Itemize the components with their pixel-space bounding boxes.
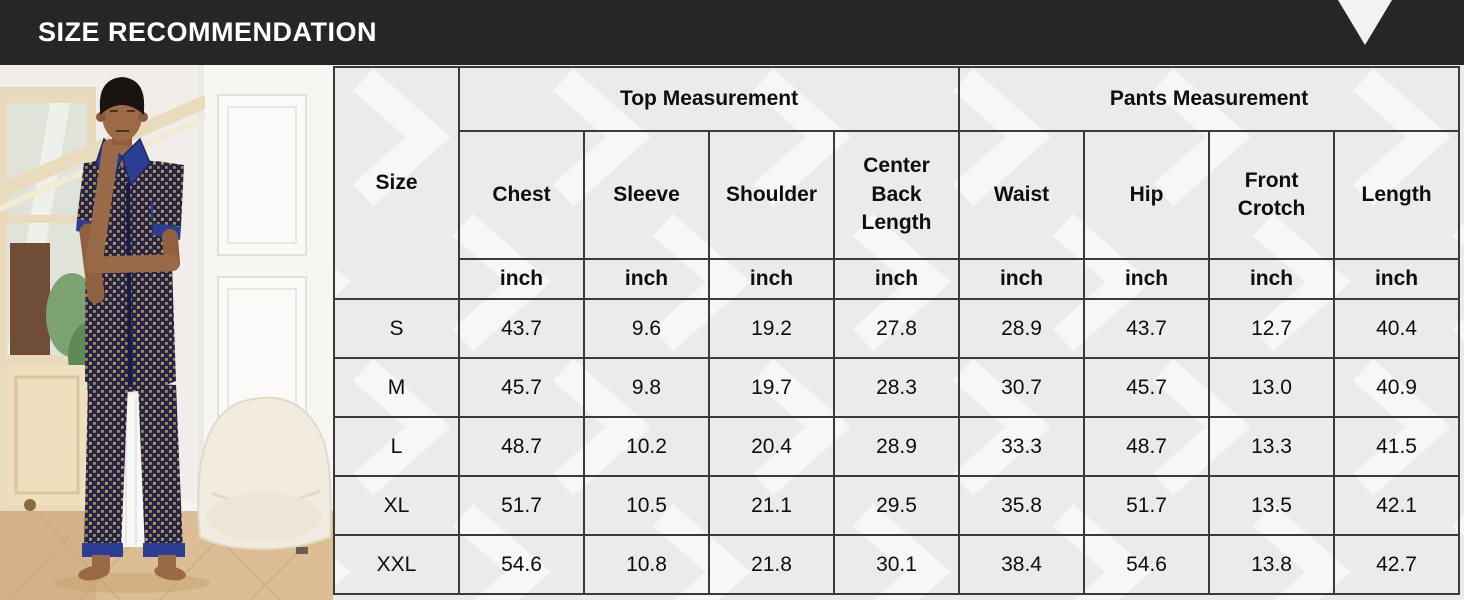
- size-cell: XXL: [333, 534, 460, 595]
- table-row: L 48.7 10.2 20.4 28.9 33.3 48.7 13.3 41.5: [333, 416, 1461, 477]
- value-cell: 38.4: [958, 534, 1086, 595]
- value-cell: 48.7: [1083, 416, 1211, 477]
- value-cell: 35.8: [958, 475, 1086, 536]
- top-measurement-header: Top Measurement: [457, 66, 961, 132]
- size-cell: XL: [333, 475, 460, 536]
- unit-cell: inch: [458, 258, 585, 300]
- value-cell: 40.9: [1333, 357, 1461, 418]
- value-cell: 12.7: [1208, 298, 1336, 359]
- value-cell: 43.7: [458, 298, 585, 359]
- value-cell: 13.3: [1208, 416, 1336, 477]
- value-cell: 28.3: [832, 357, 961, 418]
- value-cell: 10.2: [583, 416, 710, 477]
- value-cell: 51.7: [1083, 475, 1211, 536]
- value-cell: 45.7: [1083, 357, 1211, 418]
- value-cell: 21.8: [708, 534, 835, 595]
- size-cell: S: [333, 298, 460, 359]
- value-cell: 19.2: [708, 298, 835, 359]
- size-table-panel: Size Top Measurement Pants Measurement C…: [333, 65, 1464, 600]
- col-header-front-crotch: Front Crotch: [1208, 130, 1336, 260]
- table-row: S 43.7 9.6 19.2 27.8 28.9 43.7 12.7 40.4: [333, 298, 1461, 359]
- pants-measurement-header: Pants Measurement: [958, 66, 1461, 132]
- value-cell: 41.5: [1333, 416, 1461, 477]
- table-row: XL 51.7 10.5 21.1 29.5 35.8 51.7 13.5 42.1: [333, 475, 1461, 536]
- unit-cell: inch: [708, 258, 835, 300]
- unit-cell: inch: [958, 258, 1086, 300]
- value-cell: 20.4: [708, 416, 835, 477]
- size-cell: M: [333, 357, 460, 418]
- unit-cell: inch: [832, 258, 961, 300]
- value-cell: 48.7: [458, 416, 585, 477]
- col-header-shoulder: Shoulder: [708, 130, 835, 260]
- value-cell: 13.8: [1208, 534, 1336, 595]
- man-figure: [54, 77, 210, 593]
- value-cell: 51.7: [458, 475, 585, 536]
- value-cell: 13.5: [1208, 475, 1336, 536]
- down-triangle-icon: [1338, 0, 1392, 45]
- value-cell: 42.1: [1333, 475, 1461, 536]
- value-cell: 40.4: [1333, 298, 1461, 359]
- value-cell: 27.8: [832, 298, 961, 359]
- col-header-center-back-length: Center Back Length: [832, 130, 961, 260]
- value-cell: 33.3: [958, 416, 1086, 477]
- photo-illustration: [0, 65, 333, 600]
- unit-cell: inch: [1208, 258, 1336, 300]
- size-header-cell: Size: [333, 66, 460, 300]
- unit-cell: inch: [1333, 258, 1461, 300]
- col-header-waist: Waist: [958, 130, 1086, 260]
- header-bar: SIZE RECOMMENDATION: [0, 0, 1464, 65]
- value-cell: 19.7: [708, 357, 835, 418]
- value-cell: 29.5: [832, 475, 961, 536]
- product-photo: [0, 65, 333, 600]
- value-cell: 30.7: [958, 357, 1086, 418]
- size-table-body: Size Top Measurement Pants Measurement C…: [333, 66, 1461, 595]
- unit-cell: inch: [1083, 258, 1211, 300]
- value-cell: 54.6: [1083, 534, 1211, 595]
- column-header-row: Chest Sleeve Shoulder Center Back Length…: [334, 130, 1461, 260]
- size-cell: L: [333, 416, 460, 477]
- page-title: SIZE RECOMMENDATION: [38, 17, 377, 47]
- value-cell: 10.8: [583, 534, 710, 595]
- value-cell: 45.7: [458, 357, 585, 418]
- value-cell: 21.1: [708, 475, 835, 536]
- table-row: XXL 54.6 10.8 21.8 30.1 38.4 54.6 13.8 42.7: [333, 534, 1461, 595]
- size-table: Size Top Measurement Pants Measurement C…: [333, 66, 1461, 595]
- value-cell: 28.9: [832, 416, 961, 477]
- value-cell: 28.9: [958, 298, 1086, 359]
- unit-row: inch inch inch inch inch inch inch inch: [334, 258, 1461, 300]
- value-cell: 54.6: [458, 534, 585, 595]
- col-header-sleeve: Sleeve: [583, 130, 710, 260]
- col-header-hip: Hip: [1083, 130, 1211, 260]
- value-cell: 13.0: [1208, 357, 1336, 418]
- value-cell: 9.6: [583, 298, 710, 359]
- value-cell: 43.7: [1083, 298, 1211, 359]
- value-cell: 42.7: [1333, 534, 1461, 595]
- col-header-chest: Chest: [458, 130, 585, 260]
- table-row: M 45.7 9.8 19.7 28.3 30.7 45.7 13.0 40.9: [333, 357, 1461, 418]
- group-header-row: Size Top Measurement Pants Measurement: [333, 66, 1461, 300]
- armchair: [197, 396, 332, 554]
- value-cell: 9.8: [583, 357, 710, 418]
- unit-cell: inch: [583, 258, 710, 300]
- col-header-length: Length: [1333, 130, 1461, 260]
- value-cell: 30.1: [832, 534, 961, 595]
- value-cell: 10.5: [583, 475, 710, 536]
